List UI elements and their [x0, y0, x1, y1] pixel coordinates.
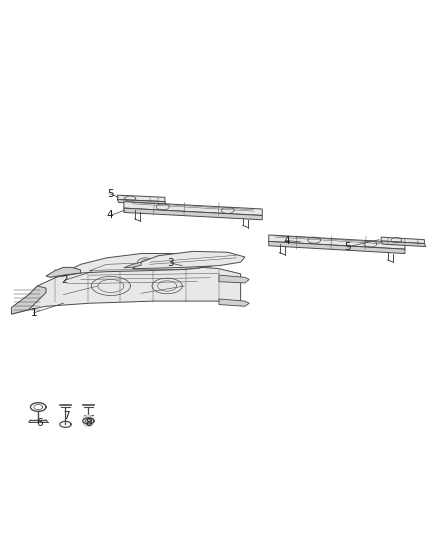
- Text: 4: 4: [107, 211, 113, 221]
- Polygon shape: [117, 199, 166, 205]
- Text: 6: 6: [36, 418, 43, 428]
- Polygon shape: [219, 299, 249, 306]
- Polygon shape: [124, 208, 262, 220]
- Text: 7: 7: [64, 411, 70, 421]
- Text: 5: 5: [107, 189, 113, 199]
- Polygon shape: [269, 241, 405, 254]
- Polygon shape: [133, 252, 245, 269]
- Text: 8: 8: [85, 418, 92, 428]
- Text: 4: 4: [283, 236, 290, 246]
- Polygon shape: [381, 241, 426, 247]
- Polygon shape: [11, 264, 240, 314]
- Text: 3: 3: [167, 258, 174, 268]
- Text: 5: 5: [344, 242, 351, 252]
- Polygon shape: [124, 262, 141, 268]
- Polygon shape: [124, 201, 262, 215]
- Circle shape: [83, 415, 94, 426]
- Polygon shape: [55, 254, 219, 277]
- Polygon shape: [46, 268, 81, 277]
- Polygon shape: [269, 235, 405, 249]
- Polygon shape: [381, 237, 424, 244]
- Polygon shape: [219, 275, 249, 283]
- Polygon shape: [11, 286, 46, 314]
- Polygon shape: [117, 195, 165, 201]
- Text: 1: 1: [31, 308, 37, 318]
- Text: 2: 2: [61, 276, 68, 285]
